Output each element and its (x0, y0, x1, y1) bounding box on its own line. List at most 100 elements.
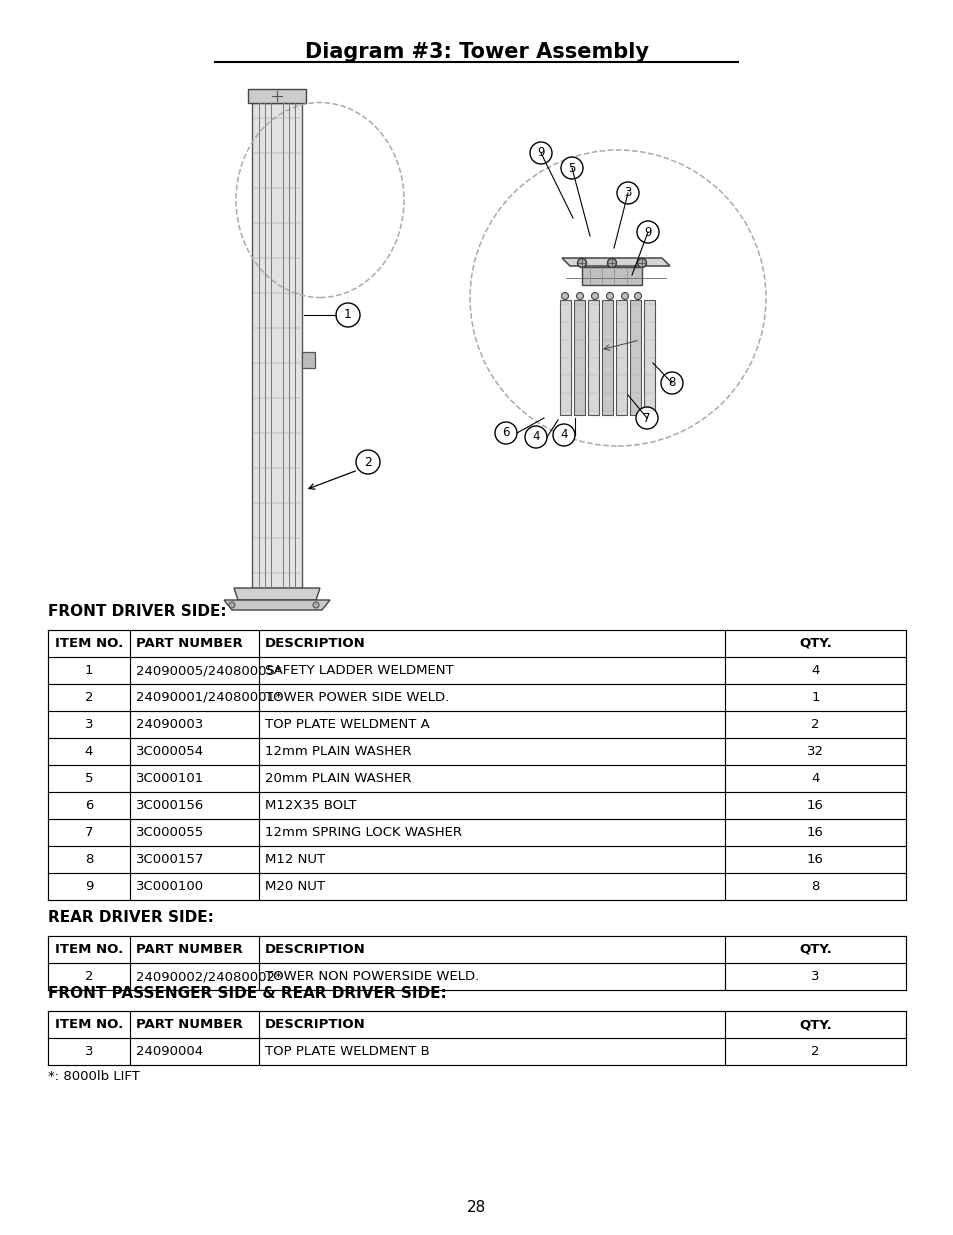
Text: 6: 6 (501, 426, 509, 440)
Text: QTY.: QTY. (799, 637, 831, 650)
Text: 8: 8 (85, 853, 93, 866)
Text: 4: 4 (810, 772, 819, 785)
Bar (587, 300, 598, 415)
Text: 24090001/24080001*: 24090001/24080001* (136, 692, 281, 704)
Text: 6: 6 (85, 799, 93, 811)
Text: 24090005/24080005*: 24090005/24080005* (136, 664, 281, 677)
Text: 3: 3 (623, 186, 631, 200)
Text: 24090004: 24090004 (136, 1045, 203, 1058)
Text: DESCRIPTION: DESCRIPTION (265, 637, 365, 650)
Circle shape (634, 293, 640, 300)
Text: 8: 8 (810, 881, 819, 893)
Circle shape (617, 182, 639, 204)
Text: 2: 2 (85, 692, 93, 704)
Text: 5: 5 (85, 772, 93, 785)
Text: FRONT DRIVER SIDE:: FRONT DRIVER SIDE: (48, 604, 227, 620)
Text: PART NUMBER: PART NUMBER (136, 637, 242, 650)
Text: 16: 16 (806, 853, 823, 866)
Circle shape (591, 293, 598, 300)
Text: 4: 4 (532, 431, 539, 443)
Text: 8: 8 (668, 377, 675, 389)
Circle shape (620, 293, 628, 300)
Circle shape (355, 450, 379, 474)
Text: 1: 1 (85, 664, 93, 677)
Circle shape (561, 293, 568, 300)
Polygon shape (561, 258, 669, 266)
Circle shape (335, 303, 359, 327)
Circle shape (606, 293, 613, 300)
Text: ITEM NO.: ITEM NO. (55, 944, 123, 956)
Text: 3C000156: 3C000156 (136, 799, 204, 811)
Text: 24090002/24080002*: 24090002/24080002* (136, 969, 281, 983)
Text: 2: 2 (364, 456, 372, 468)
Text: 3C000055: 3C000055 (136, 826, 204, 839)
Text: DESCRIPTION: DESCRIPTION (265, 1018, 365, 1031)
Circle shape (637, 258, 646, 268)
Text: 1: 1 (344, 309, 352, 321)
Polygon shape (233, 588, 319, 600)
Text: 9: 9 (85, 881, 93, 893)
Circle shape (495, 422, 517, 445)
Circle shape (577, 258, 586, 268)
Bar (252, 103, 302, 588)
Circle shape (553, 424, 575, 446)
Bar (601, 300, 613, 415)
Text: 7: 7 (642, 411, 650, 425)
Text: TOWER NON POWERSIDE WELD.: TOWER NON POWERSIDE WELD. (265, 969, 478, 983)
Text: 16: 16 (806, 799, 823, 811)
Text: 3: 3 (810, 969, 819, 983)
Text: 32: 32 (806, 745, 823, 758)
Bar (302, 352, 314, 368)
Text: 20mm PLAIN WASHER: 20mm PLAIN WASHER (265, 772, 411, 785)
Bar (581, 267, 641, 285)
Text: 9: 9 (537, 147, 544, 159)
Text: 3C000157: 3C000157 (136, 853, 204, 866)
Text: 3: 3 (85, 718, 93, 731)
Text: FRONT PASSENGER SIDE & REAR DRIVER SIDE:: FRONT PASSENGER SIDE & REAR DRIVER SIDE: (48, 986, 446, 1000)
Text: 2: 2 (810, 718, 819, 731)
Text: 4: 4 (810, 664, 819, 677)
Circle shape (530, 142, 552, 164)
Text: 3: 3 (85, 1045, 93, 1058)
Text: QTY.: QTY. (799, 1018, 831, 1031)
Text: 16: 16 (806, 826, 823, 839)
Text: 3C000101: 3C000101 (136, 772, 204, 785)
Text: 4: 4 (559, 429, 567, 441)
Text: M20 NUT: M20 NUT (265, 881, 325, 893)
Circle shape (229, 601, 234, 608)
Text: 7: 7 (85, 826, 93, 839)
Text: *: 8000lb LIFT: *: 8000lb LIFT (48, 1071, 139, 1083)
Text: ITEM NO.: ITEM NO. (55, 1018, 123, 1031)
Text: 3C000100: 3C000100 (136, 881, 204, 893)
Circle shape (637, 221, 659, 243)
Bar (643, 300, 655, 415)
Text: REAR DRIVER SIDE:: REAR DRIVER SIDE: (48, 910, 213, 925)
Text: 9: 9 (643, 226, 651, 238)
Text: PART NUMBER: PART NUMBER (136, 1018, 242, 1031)
FancyBboxPatch shape (248, 89, 306, 103)
Text: M12 NUT: M12 NUT (265, 853, 325, 866)
Circle shape (560, 157, 582, 179)
Text: TOP PLATE WELDMENT B: TOP PLATE WELDMENT B (265, 1045, 429, 1058)
Text: 1: 1 (810, 692, 819, 704)
Bar (616, 300, 626, 415)
Polygon shape (224, 600, 330, 610)
Text: TOP PLATE WELDMENT A: TOP PLATE WELDMENT A (265, 718, 429, 731)
Circle shape (576, 293, 583, 300)
Text: ITEM NO.: ITEM NO. (55, 637, 123, 650)
Circle shape (524, 426, 546, 448)
Text: 24090003: 24090003 (136, 718, 203, 731)
Text: 12mm SPRING LOCK WASHER: 12mm SPRING LOCK WASHER (265, 826, 461, 839)
Text: 2: 2 (85, 969, 93, 983)
Text: 2: 2 (810, 1045, 819, 1058)
Text: 4: 4 (85, 745, 93, 758)
Text: DESCRIPTION: DESCRIPTION (265, 944, 365, 956)
Text: TOWER POWER SIDE WELD.: TOWER POWER SIDE WELD. (265, 692, 449, 704)
Bar (574, 300, 584, 415)
Circle shape (607, 258, 616, 268)
Text: 12mm PLAIN WASHER: 12mm PLAIN WASHER (265, 745, 411, 758)
Text: 28: 28 (467, 1199, 486, 1214)
Circle shape (636, 408, 658, 429)
Text: PART NUMBER: PART NUMBER (136, 944, 242, 956)
Text: M12X35 BOLT: M12X35 BOLT (265, 799, 356, 811)
